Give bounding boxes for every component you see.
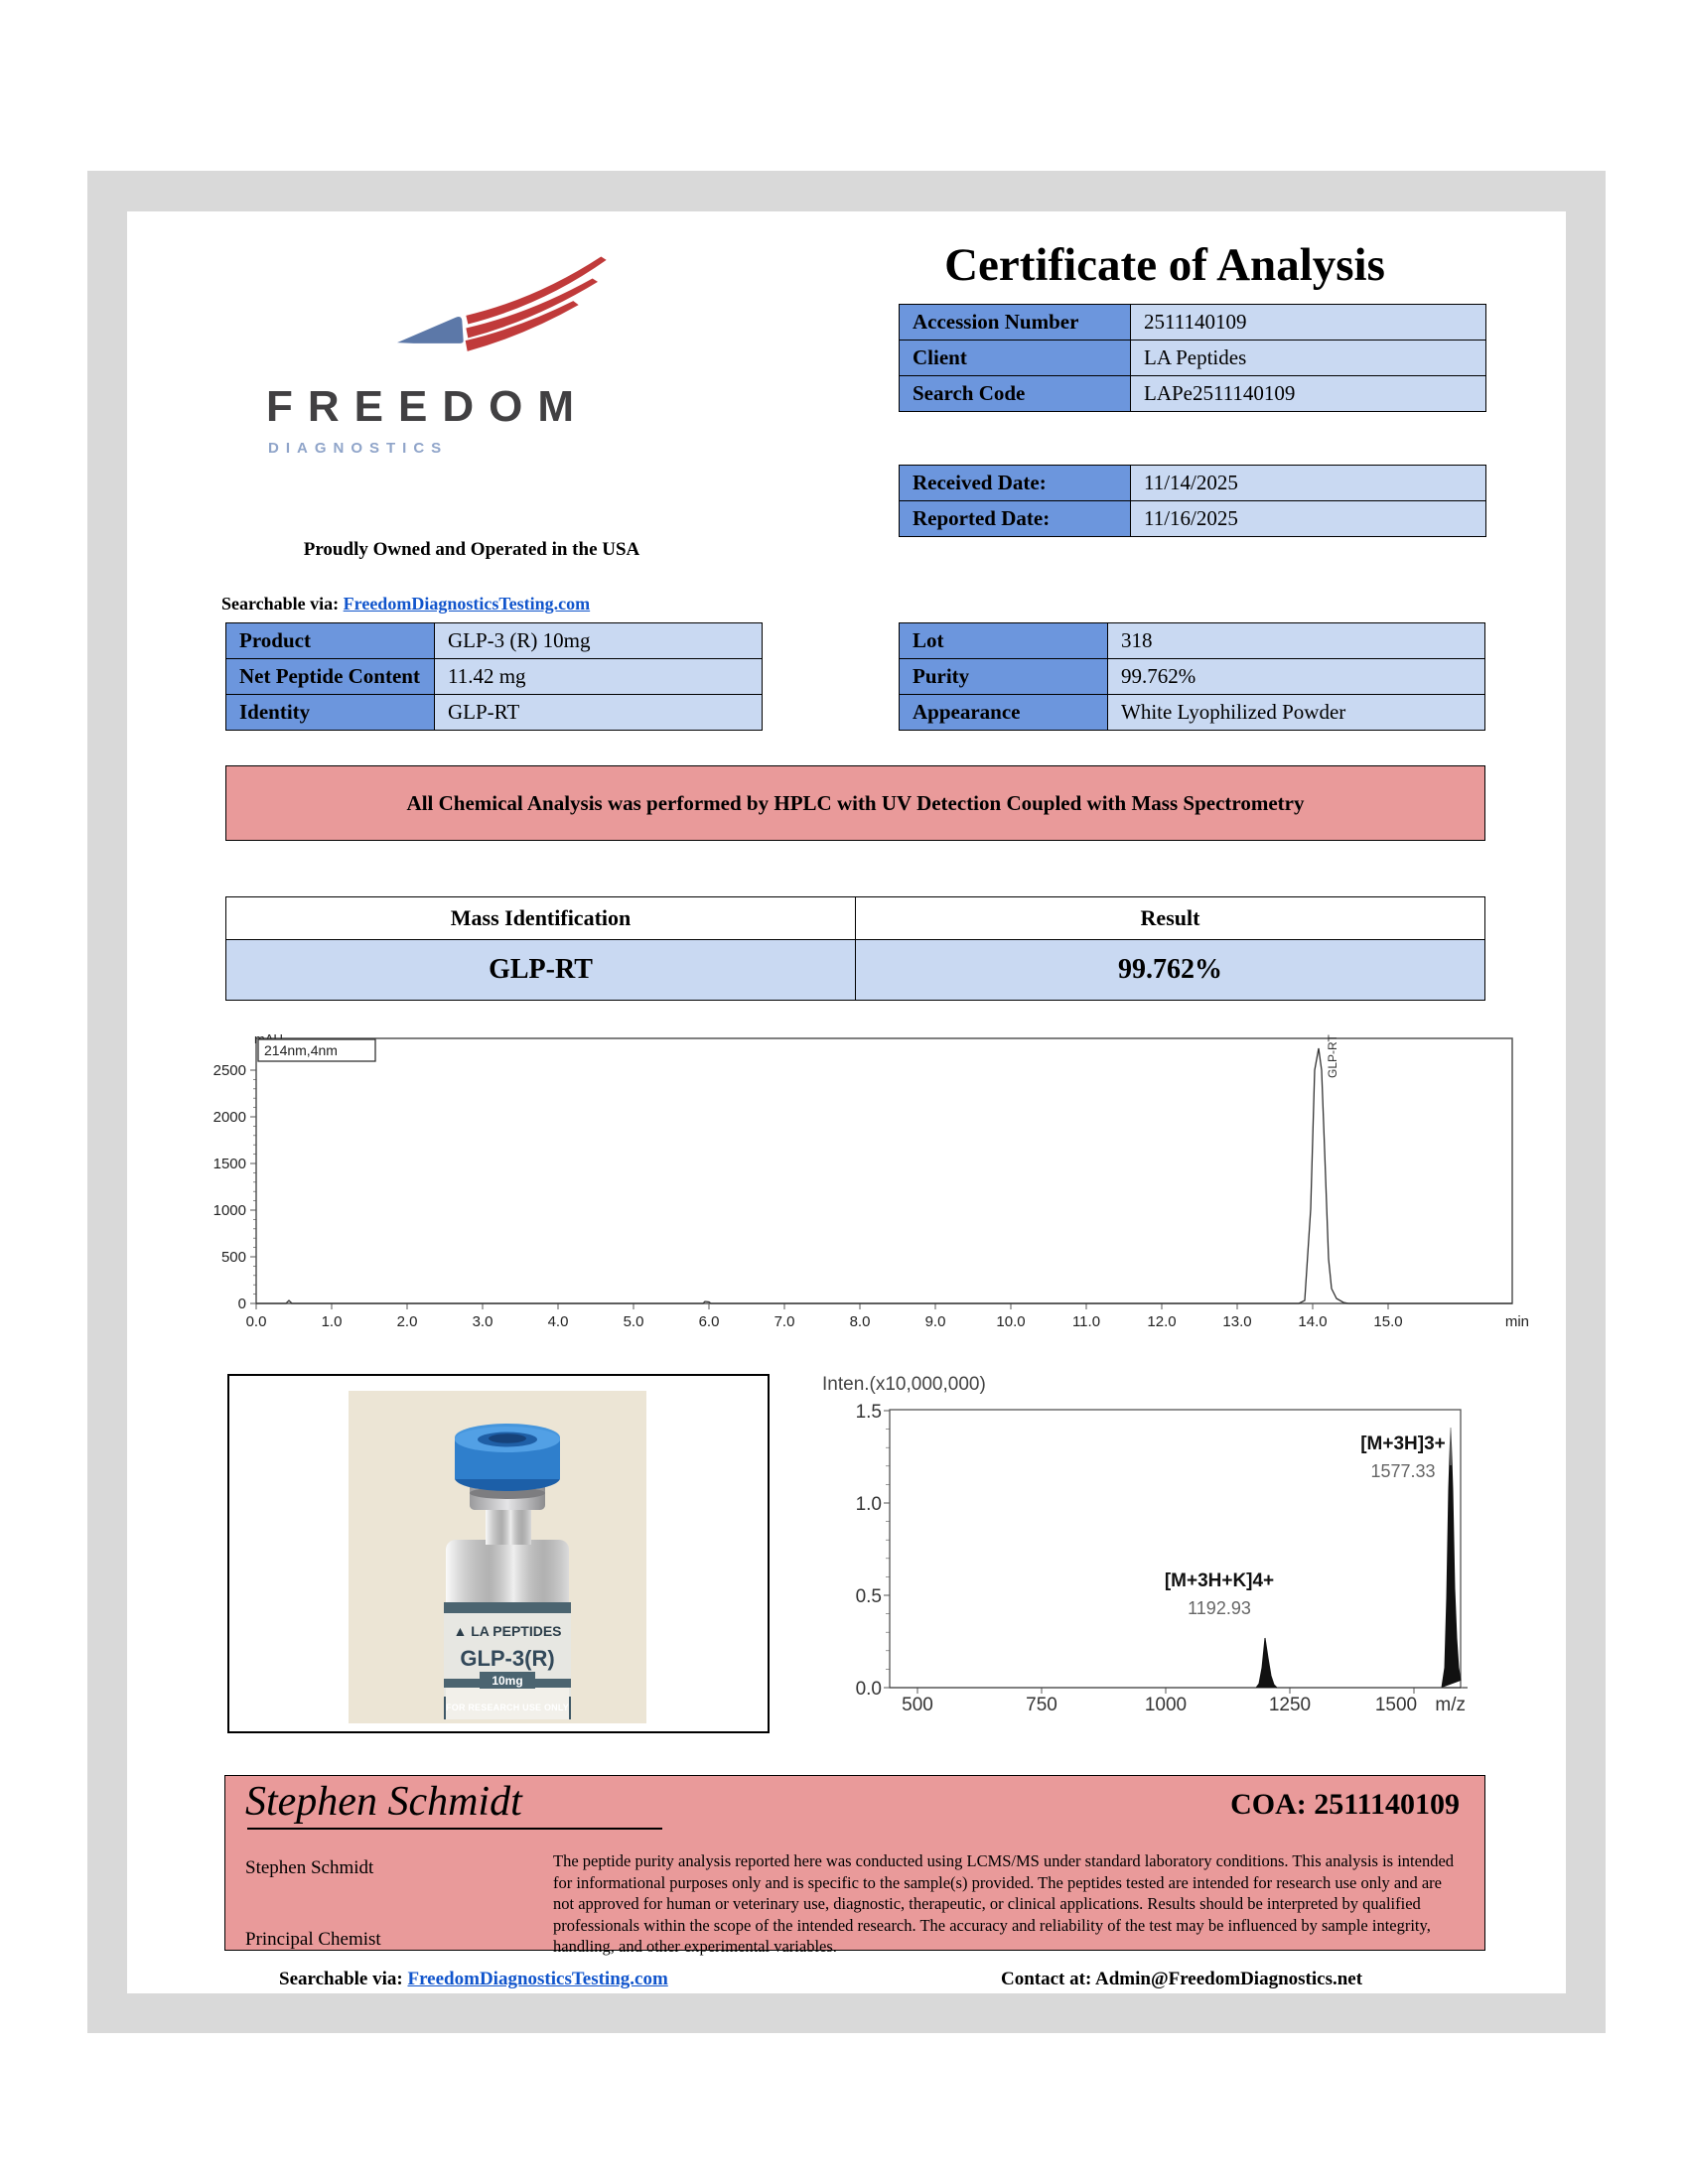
- svg-text:13.0: 13.0: [1222, 1313, 1251, 1330]
- svg-text:10mg: 10mg: [492, 1674, 522, 1688]
- svg-text:214nm,4nm: 214nm,4nm: [264, 1042, 338, 1058]
- svg-text:1000: 1000: [1145, 1695, 1187, 1715]
- svg-text:GLP-3(R): GLP-3(R): [460, 1646, 554, 1671]
- svg-text:[M+3H+K]4+: [M+3H+K]4+: [1165, 1570, 1274, 1591]
- svg-text:1.0: 1.0: [322, 1313, 343, 1330]
- svg-text:1.5: 1.5: [856, 1402, 882, 1423]
- svg-text:0: 0: [238, 1296, 246, 1312]
- svg-text:▲ LA PEPTIDES: ▲ LA PEPTIDES: [453, 1623, 561, 1639]
- svg-text:0.0: 0.0: [856, 1679, 882, 1700]
- svg-text:0.5: 0.5: [856, 1586, 882, 1607]
- svg-text:500: 500: [221, 1249, 246, 1266]
- svg-text:2.0: 2.0: [397, 1313, 418, 1330]
- svg-text:1192.93: 1192.93: [1188, 1598, 1251, 1618]
- svg-text:12.0: 12.0: [1147, 1313, 1176, 1330]
- svg-text:Inten.(x10,000,000): Inten.(x10,000,000): [822, 1374, 986, 1395]
- svg-text:min: min: [1505, 1313, 1529, 1330]
- svg-text:9.0: 9.0: [925, 1313, 946, 1330]
- svg-text:1000: 1000: [213, 1202, 246, 1219]
- svg-text:6.0: 6.0: [699, 1313, 720, 1330]
- svg-text:7.0: 7.0: [774, 1313, 795, 1330]
- svg-text:14.0: 14.0: [1298, 1313, 1327, 1330]
- svg-text:FOR RESEARCH USE ONLY: FOR RESEARCH USE ONLY: [446, 1703, 569, 1712]
- svg-text:750: 750: [1026, 1695, 1057, 1715]
- svg-text:11.0: 11.0: [1072, 1313, 1100, 1330]
- svg-text:GLP-RT: GLP-RT: [1326, 1034, 1339, 1078]
- svg-text:1500: 1500: [213, 1156, 246, 1172]
- svg-text:2000: 2000: [213, 1109, 246, 1126]
- svg-text:15.0: 15.0: [1373, 1313, 1402, 1330]
- svg-text:2500: 2500: [213, 1062, 246, 1079]
- svg-text:5.0: 5.0: [624, 1313, 644, 1330]
- svg-text:1.0: 1.0: [856, 1494, 882, 1515]
- svg-text:8.0: 8.0: [850, 1313, 871, 1330]
- svg-text:4.0: 4.0: [548, 1313, 569, 1330]
- svg-text:1577.33: 1577.33: [1370, 1461, 1435, 1481]
- svg-text:1500: 1500: [1375, 1695, 1417, 1715]
- svg-text:[M+3H]3+: [M+3H]3+: [1360, 1433, 1446, 1454]
- svg-text:3.0: 3.0: [473, 1313, 493, 1330]
- svg-text:1250: 1250: [1269, 1695, 1311, 1715]
- svg-text:0.0: 0.0: [246, 1313, 267, 1330]
- svg-text:500: 500: [902, 1695, 933, 1715]
- svg-text:10.0: 10.0: [996, 1313, 1025, 1330]
- svg-text:m/z: m/z: [1435, 1695, 1466, 1715]
